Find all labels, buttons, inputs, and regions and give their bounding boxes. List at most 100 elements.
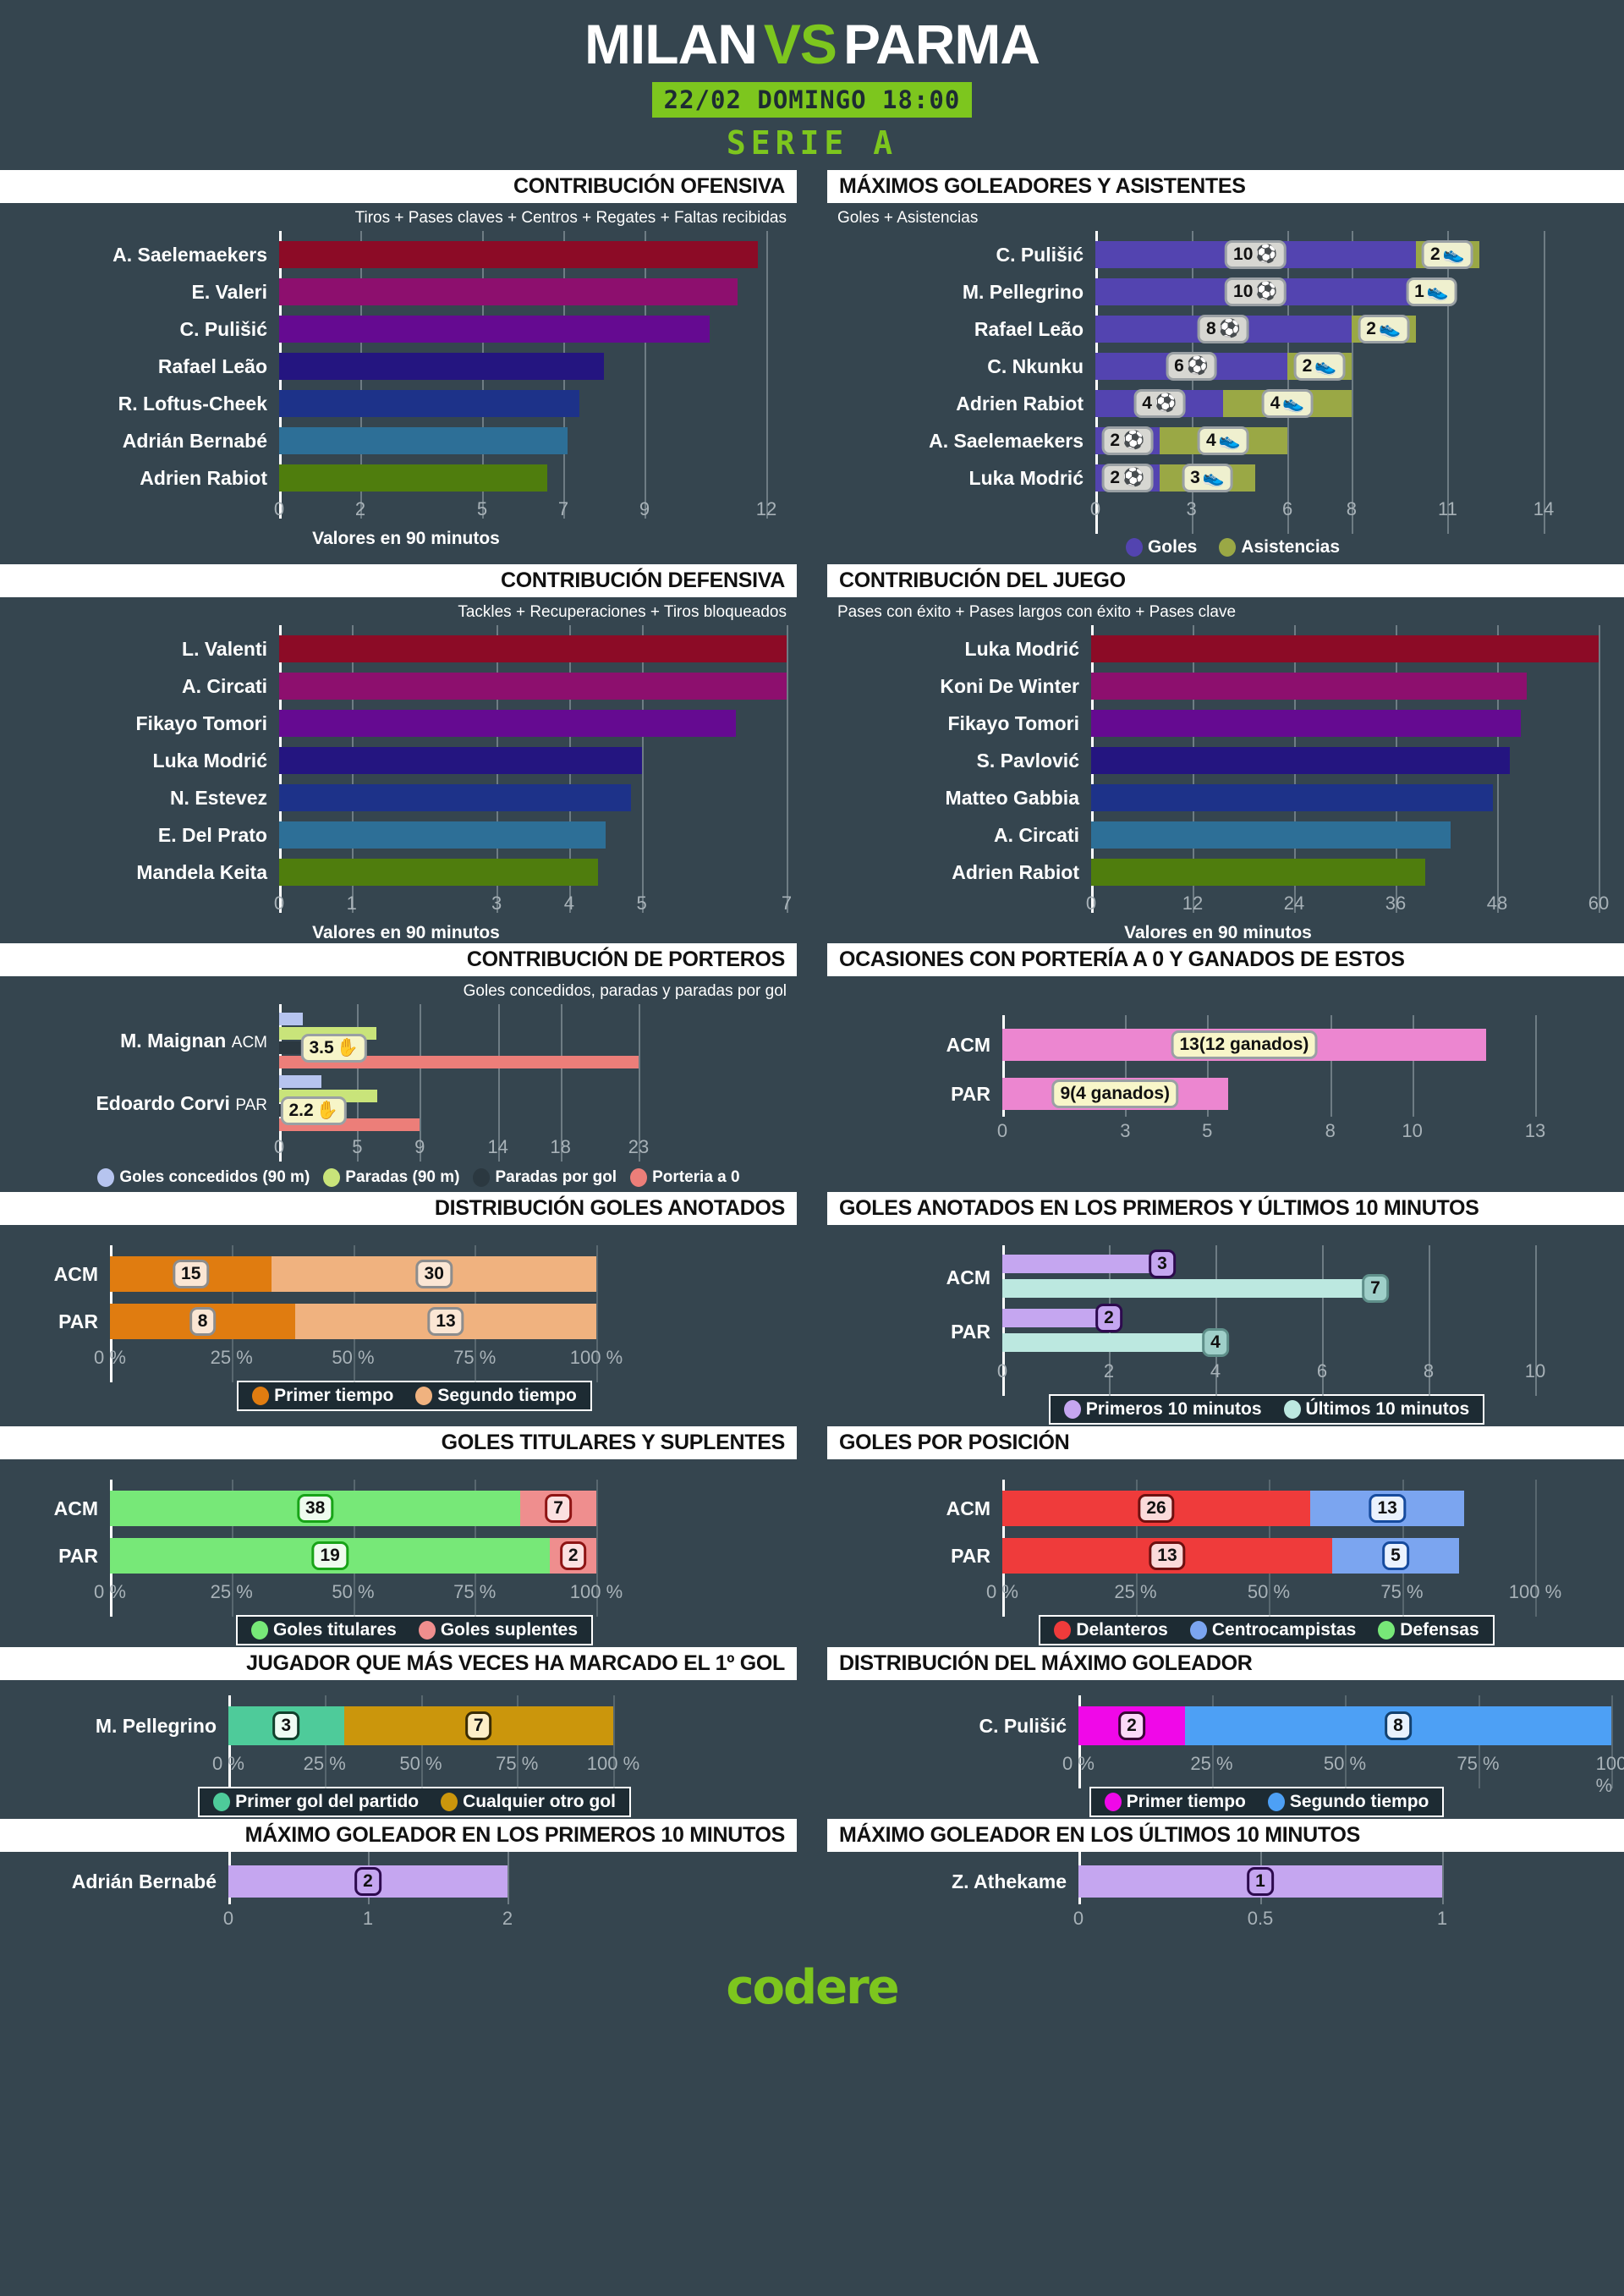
table-row: ACM 26 13 [909, 1485, 1624, 1532]
value-pill: 2 [354, 1867, 381, 1897]
axis-tick: 75 % [453, 1347, 497, 1369]
legend-item: Primer tiempo [1104, 1792, 1246, 1812]
value-pill: 30 [415, 1260, 453, 1289]
boot-icon: 👟 [1426, 282, 1449, 302]
row-distribucion-goles: DISTRIBUCIÓN GOLES ANOTADOS ACM 15 30 PAR… [0, 1192, 1624, 1426]
axis-tick: 50 % [332, 1581, 375, 1603]
table-row: A. Saelemaekers 2 ⚽ 4 👟 [842, 422, 1624, 459]
value-pill-goles: 8 ⚽ [1198, 315, 1249, 344]
bar-label: Rafael Leão [157, 354, 267, 377]
legend-swatch [1104, 1793, 1122, 1812]
chart-maximo-goleador-ultimos-10: Z. Athekame 1 0 0.5 1 [909, 1852, 1624, 1935]
axis-tick: 0 % [212, 1753, 244, 1775]
bar-Goles concedidos (90 m) [279, 1075, 321, 1089]
axis-tick: 4 [563, 893, 574, 915]
bar [279, 278, 738, 306]
bar-label: Rafael Leão [974, 317, 1084, 340]
bar-label: Adrien Rabiot [140, 466, 267, 489]
boot-icon: 👟 [1442, 244, 1465, 265]
bar-track: 2 ⚽ 4 👟 [1095, 422, 1544, 459]
x-axis: 0 % 25 % 50 % 75 % 100 % [17, 1579, 812, 1608]
value-pill-asistencias: 4 👟 [1198, 426, 1249, 456]
bar-track: 10 ⚽ 2 👟 [1095, 236, 1544, 273]
value-pill-goles: 6 ⚽ [1166, 352, 1217, 382]
value-pill-goles: 2 ⚽ [1101, 464, 1154, 493]
legend: Goles Asistencias [842, 525, 1624, 564]
value-pill: 7 [464, 1711, 492, 1741]
legend-item: Goles [1125, 537, 1197, 558]
legend-swatch [1219, 538, 1237, 558]
bar-track: 10 ⚽ 1 👟 [1095, 273, 1544, 310]
soccer-ball-icon: ⚽ [1255, 282, 1278, 302]
x-axis: 0 0.5 1 [909, 1906, 1624, 1935]
bar-label: Fikayo Tomori [947, 711, 1080, 734]
panel-ocasiones-porteria: OCASIONES CON PORTERÍA A 0 Y GANADOS DE … [812, 943, 1624, 1192]
value-pill: 7 [1362, 1273, 1389, 1303]
axis-tick: 5 [636, 893, 647, 915]
legend-swatch [630, 1168, 648, 1188]
bar-label: Matteo Gabbia [945, 786, 1079, 809]
chart-contribucion-porteros: M. Maignan ACM 3.5 ✋ Edoardo Corvi PAR [25, 1004, 812, 1192]
axis-tick: 5 [1202, 1120, 1213, 1142]
value-pill: 3 [1149, 1249, 1176, 1278]
table-row: Luka Modrić [837, 630, 1624, 667]
panel-title-bar: MÁXIMO GOLEADOR EN LOS PRIMEROS 10 MINUT… [0, 1819, 812, 1853]
axis-tick: 6 [1282, 498, 1293, 520]
team-code: ACM [231, 1033, 267, 1052]
table-row: Adrián Bernabé 2 [17, 1857, 812, 1906]
bar-track: 19 2 [110, 1538, 596, 1574]
axis-tick: 0.5 [1247, 1908, 1274, 1930]
panel-title-bar: GOLES POR POSICIÓN [812, 1426, 1624, 1460]
axis-tick: 48 [1486, 893, 1508, 915]
bar-1 [1002, 1332, 1215, 1352]
axis-tick: 8 [1423, 1360, 1435, 1382]
value-pill: 13(12 ganados) [1171, 1030, 1318, 1060]
legend-swatch [441, 1793, 458, 1812]
bar-label: M. Pellegrino [95, 1714, 217, 1737]
bar [279, 427, 568, 455]
bar-track: 2 ⚽ 3 👟 [1095, 459, 1544, 497]
value-pill: 26 [1138, 1494, 1175, 1524]
bar-label: A. Saelemaekers [112, 243, 267, 266]
legend-label: Delanteros [1076, 1620, 1168, 1640]
table-row: Edoardo Corvi PAR 2.2 ✋ [25, 1072, 812, 1134]
legend-item: Goles suplentes [418, 1620, 578, 1640]
bar-label: ACM [53, 1497, 98, 1519]
infographic-page: MILAN VS PARMA 22/02 DOMINGO 18:00 SERIE A… [0, 14, 1624, 2015]
bar-label: A. Saelemaekers [929, 429, 1084, 452]
axis-tick: 9 [639, 498, 650, 520]
panel-title-bar: MÁXIMOS GOLEADORES Y ASISTENTES [812, 170, 1624, 204]
axis-tick: 1 [1436, 1908, 1448, 1930]
panel-subtitle: Goles concedidos, paradas y paradas por … [463, 982, 787, 1001]
bar-Goles concedidos (90 m) [279, 1013, 303, 1026]
table-row: N. Estevez [25, 779, 812, 816]
chart-contribucion-ofensiva: A. Saelemaekers E. Valeri C. Pulišić Raf… [25, 231, 812, 549]
legend-item: Delanteros [1054, 1620, 1168, 1640]
value-pill: 8 [1385, 1711, 1412, 1741]
bar-label: C. Pulišić [979, 1714, 1067, 1737]
table-row: Fikayo Tomori [25, 705, 812, 742]
bar-label: A. Circati [994, 823, 1079, 846]
table-row: L. Valenti [25, 630, 812, 667]
row-porteros: CONTRIBUCIÓN DE PORTEROS Goles concedido… [0, 943, 1624, 1192]
bar-label: Adrien Rabiot [952, 860, 1079, 883]
bar-label: ACM [946, 1497, 990, 1519]
panel-title: DISTRIBUCIÓN DEL MÁXIMO GOLEADOR [827, 1647, 1624, 1681]
value-pill-goles: 2 ⚽ [1101, 426, 1154, 456]
bar-track: 2 [228, 1857, 508, 1906]
axis-tick: 12 [755, 498, 777, 520]
axis-tick: 14 [1533, 498, 1555, 520]
value-pill: 1 [1247, 1867, 1274, 1897]
value-pill: 8 [189, 1307, 217, 1337]
bar [279, 710, 736, 738]
bar-label: ACM [946, 1266, 990, 1288]
bar-label: Z. Athekame [952, 1870, 1067, 1892]
chart-contribucion-defensiva: L. Valenti A. Circati Fikayo Tomori Luka… [25, 625, 812, 943]
table-row: C. Nkunku 6 ⚽ 2 👟 [842, 348, 1624, 385]
value-pill: 13 [427, 1307, 464, 1337]
bar [279, 353, 604, 381]
panel-goles-primeros-ultimos: GOLES ANOTADOS EN LOS PRIMEROS Y ÚLTIMOS… [812, 1192, 1624, 1426]
bar [279, 316, 710, 343]
axis-tick: 6 [1316, 1360, 1328, 1382]
panel-title-bar: CONTRIBUCIÓN DE PORTEROS [0, 943, 812, 977]
